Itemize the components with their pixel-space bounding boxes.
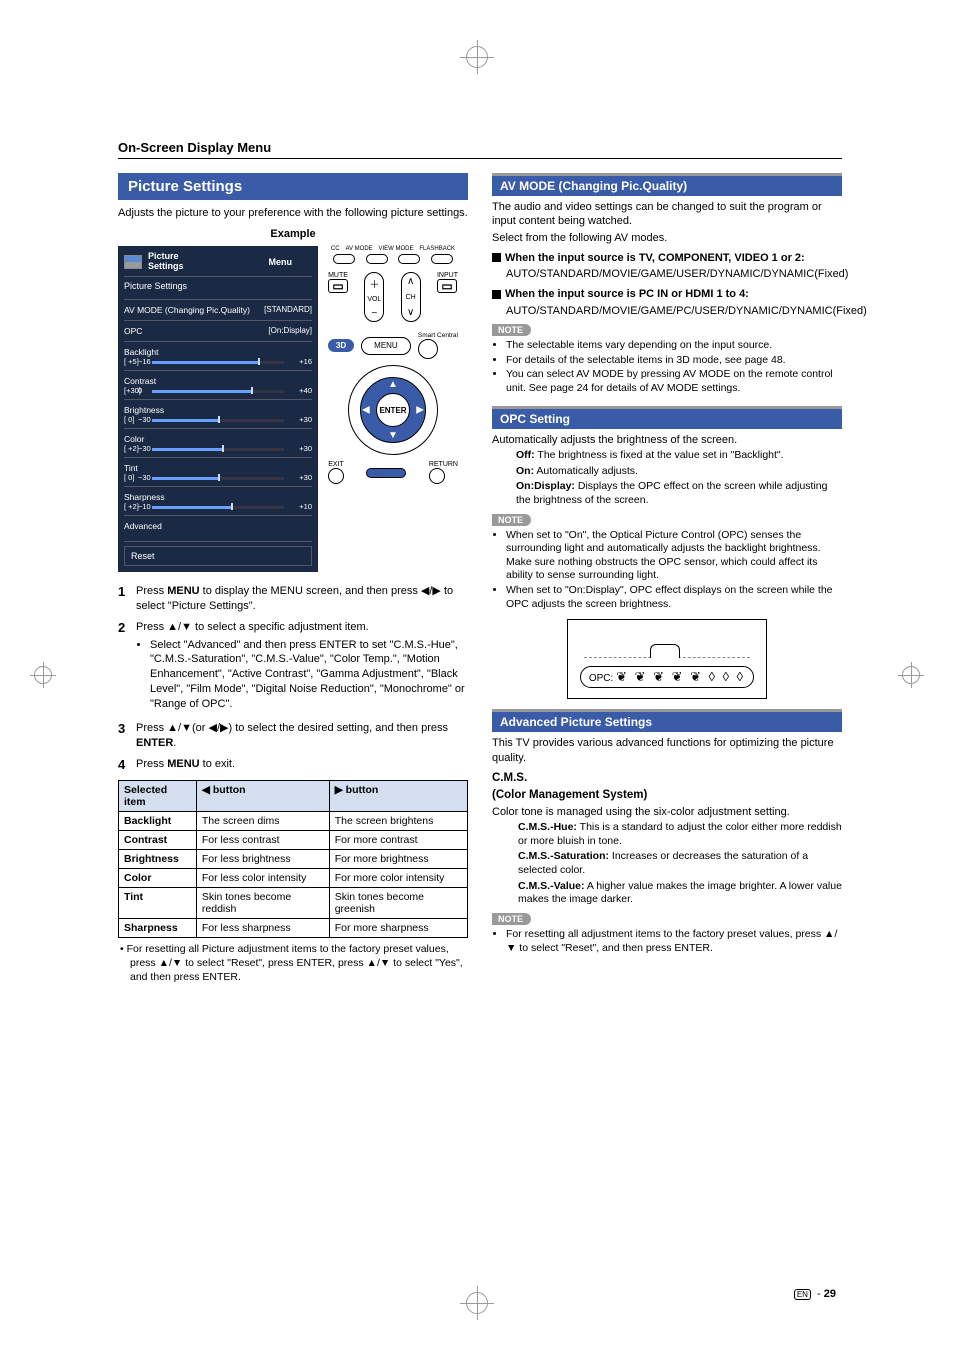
table-row: ColorFor less color intensityFor more co… xyxy=(119,868,468,887)
opc-leaf-icons: ❦ ❦ ❦ ❦ ❦ ◊ ◊ ◊ xyxy=(616,669,745,684)
opc-diagram: OPC: ❦ ❦ ❦ ❦ ❦ ◊ ◊ ◊ xyxy=(567,619,767,699)
flashback-button xyxy=(431,254,453,264)
avmode-bar: AV MODE (Changing Pic.Quality) xyxy=(492,173,842,196)
note-label: NOTE xyxy=(492,324,531,336)
picture-settings-bar: Picture Settings xyxy=(118,173,468,200)
table-row: BacklightThe screen dimsThe screen brigh… xyxy=(119,811,468,830)
table-row: TintSkin tones become reddishSkin tones … xyxy=(119,887,468,918)
registration-mark-left xyxy=(30,662,56,688)
osd-slider-row: Tint [ 0]−30 +30 xyxy=(124,463,312,481)
osd-opc-row: OPC [On:Display] xyxy=(124,326,312,336)
cc-button xyxy=(333,254,355,264)
step-1: 1 Press MENU to display the MENU screen,… xyxy=(118,584,468,614)
dpad: ▲▼ ◀▶ ENTER xyxy=(348,365,438,455)
step-3: 3 Press ▲/▼(or ◀/▶) to select the desire… xyxy=(118,721,468,751)
table-footnote: • For resetting all Picture adjustment i… xyxy=(118,942,468,985)
advanced-bar: Advanced Picture Settings xyxy=(492,709,842,732)
square-bullet-icon xyxy=(492,253,501,262)
avmode-button xyxy=(366,254,388,264)
remote-illustration: CC AV MODE VIEW MODE FLASHBACK MUTE ▭ xyxy=(328,246,458,484)
square-bullet-icon xyxy=(492,290,501,299)
content-columns: Picture Settings Adjusts the picture to … xyxy=(118,173,842,986)
return-button xyxy=(429,468,445,484)
osd-slider-row: Backlight [ +5]−16 +16 xyxy=(124,347,312,365)
osd-reset: Reset xyxy=(124,546,312,566)
registration-mark-bottom xyxy=(460,1286,494,1320)
vol-rocker: ＋VOL− xyxy=(364,272,384,322)
avmode-notes: The selectable items vary depending on t… xyxy=(506,339,842,396)
osd-advanced: Advanced xyxy=(124,521,312,531)
osd-panel: Picture Settings Menu Picture Settings A… xyxy=(118,246,318,572)
osd-slider-row: Color [ +2]−30 +30 xyxy=(124,434,312,452)
osd-picture-icon xyxy=(124,255,142,269)
osd-subheader: Picture Settings xyxy=(124,281,312,291)
left-column: Picture Settings Adjusts the picture to … xyxy=(118,173,468,986)
osd-menu-label: Menu xyxy=(269,257,293,267)
registration-mark-top xyxy=(460,40,494,74)
osd-slider-row: Contrast [+30]0 +40 xyxy=(124,376,312,394)
osd-slider-row: Brightness [ 0]−30 +30 xyxy=(124,405,312,423)
osd-slider-row: Sharpness [ +2]−10 +10 xyxy=(124,492,312,510)
adjustment-table: Selected item ◀ button ▶ button Backligh… xyxy=(118,780,468,938)
right-column: AV MODE (Changing Pic.Quality) The audio… xyxy=(492,173,842,986)
intro-text: Adjusts the picture to your preference w… xyxy=(118,206,468,220)
osd-avmode-row: AV MODE (Changing Pic.Quality) [STANDARD… xyxy=(124,305,312,315)
smart-central-button xyxy=(418,339,438,359)
osd-title-1: Picture xyxy=(148,251,179,261)
page-section-title: On-Screen Display Menu xyxy=(118,140,842,159)
table-row: BrightnessFor less brightnessFor more br… xyxy=(119,849,468,868)
opc-notes: When set to "On", the Optical Picture Co… xyxy=(506,529,842,612)
page-number: EN - 29 xyxy=(794,1288,836,1300)
table-row: SharpnessFor less sharpnessFor more shar… xyxy=(119,918,468,937)
exit-button xyxy=(328,468,344,484)
mute-button: ▭ xyxy=(328,279,348,293)
note-label: NOTE xyxy=(492,514,531,526)
step-2: 2 Press ▲/▼ to select a specific adjustm… xyxy=(118,620,468,715)
viewmode-button xyxy=(398,254,420,264)
example-label: Example xyxy=(118,228,468,240)
menu-button: MENU xyxy=(361,337,411,355)
note-label: NOTE xyxy=(492,913,531,925)
input-button: ▭ xyxy=(437,279,457,293)
opc-bar: OPC Setting xyxy=(492,406,842,429)
down-bar-button xyxy=(366,468,406,478)
osd-title-2: Settings xyxy=(148,261,184,271)
ch-rocker: ∧CH∨ xyxy=(401,272,421,322)
table-row: ContrastFor less contrastFor more contra… xyxy=(119,830,468,849)
three-d-button: 3D xyxy=(328,339,354,352)
registration-mark-right xyxy=(898,662,924,688)
step-4: 4 Press MENU to exit. xyxy=(118,757,468,772)
